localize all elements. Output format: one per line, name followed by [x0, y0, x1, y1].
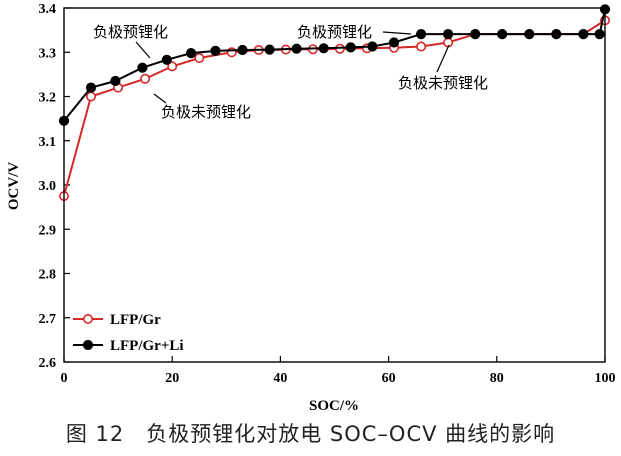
lfp-gr-li-point — [318, 43, 329, 54]
lfp-gr-li-point — [291, 43, 302, 54]
lfp-gr-li-point — [110, 75, 121, 87]
lfp-gr-point — [140, 73, 151, 84]
y-tick-label: 2.6 — [39, 356, 57, 371]
lfp-gr-li-point — [594, 28, 605, 40]
series-layer — [58, 4, 611, 202]
lfp-gr-li-point — [186, 48, 197, 59]
y-tick-label: 2.9 — [39, 223, 57, 238]
ocv-soc-chart: 0 20 40 60 80 1002.62.72.82.93.03.13.23.33.4 … — [6, 2, 616, 414]
y-tick-label: 3.3 — [39, 46, 57, 61]
legend-marker-lfp-gr-li — [82, 339, 94, 351]
legend-marker-lfp-gr — [83, 313, 94, 324]
annotation-unprelith-right: 负极未预锂化 — [398, 74, 488, 92]
lfp-gr-li-point — [85, 82, 97, 93]
legend-label-lfp-gr: LFP/Gr — [110, 312, 161, 328]
annotations: 负极预锂化 负极未预锂化 负极预锂化 负极未预锂化 — [93, 23, 488, 121]
lfp-gr-li-point — [264, 44, 275, 55]
annotation-unprelith-left: 负极未预锂化 — [161, 103, 251, 121]
plot-frame — [63, 7, 606, 363]
lfp-gr-li-point — [470, 28, 481, 40]
legend-label-lfp-gr-li: LFP/Gr+Li — [110, 338, 184, 354]
x-tick-label: 60 — [382, 371, 396, 386]
legend: LFP/Gr LFP/Gr+Li — [73, 312, 184, 354]
lfp-gr-li-point — [237, 44, 248, 56]
x-tick-label: 100 — [595, 371, 616, 386]
lfp-gr-li-point — [137, 62, 148, 73]
x-tick-label: 80 — [490, 371, 504, 386]
x-axis-title: SOC/% — [309, 398, 359, 414]
y-tick-label: 3.2 — [39, 91, 57, 106]
axis-ticks-layer: 0 20 40 60 80 100 2.6 2.7 2.8 2.9 3.0 3.1 3.2 3.3 3.4 — [39, 2, 616, 386]
annotation-leader-unprelith-left — [153, 93, 167, 104]
lfp-gr-point — [443, 37, 454, 48]
annotation-prelith-right: 负极预锂化 — [297, 23, 372, 41]
lfp-gr-point — [167, 61, 178, 72]
x-tick-label: 0 — [61, 371, 68, 386]
y-axis-title: OCV/V — [6, 162, 22, 211]
x-tick-label: 40 — [273, 371, 287, 386]
series-line-lfp-gr — [63, 19, 606, 197]
lfp-gr-li-point — [210, 45, 221, 57]
lfp-gr-li-point — [578, 28, 589, 40]
annotation-leader-prelith-left — [135, 41, 151, 59]
y-tick-label: 2.7 — [39, 312, 57, 327]
lfp-gr-li-point — [497, 28, 508, 40]
lfp-gr-li-point — [345, 42, 356, 53]
y-tick-label: 3.1 — [39, 135, 57, 150]
y-tick-label: 3.4 — [39, 2, 57, 17]
lfp-gr-point — [416, 41, 427, 52]
lfp-gr-li-point — [367, 41, 378, 52]
annotation-leader-unprelith-right — [436, 44, 450, 73]
lfp-gr-li-point — [443, 28, 454, 40]
annotation-leader-prelith-right — [382, 31, 412, 35]
lfp-gr-li-point — [551, 28, 562, 40]
x-tick-label: 20 — [165, 371, 179, 386]
annotation-prelith-left: 负极预锂化 — [93, 23, 168, 41]
lfp-gr-point — [194, 52, 205, 63]
lfp-gr-li-point — [524, 28, 535, 40]
lfp-gr-li-point — [161, 54, 172, 65]
y-tick-label: 3.0 — [39, 179, 57, 194]
lfp-gr-li-point — [388, 37, 400, 48]
lfp-gr-point — [86, 91, 97, 102]
lfp-gr-li-point — [416, 28, 427, 40]
y-tick-label: 2.8 — [39, 268, 57, 283]
figure-caption: 图 12 负极预锂化对放电 SOC–OCV 曲线的影响 — [65, 422, 556, 446]
